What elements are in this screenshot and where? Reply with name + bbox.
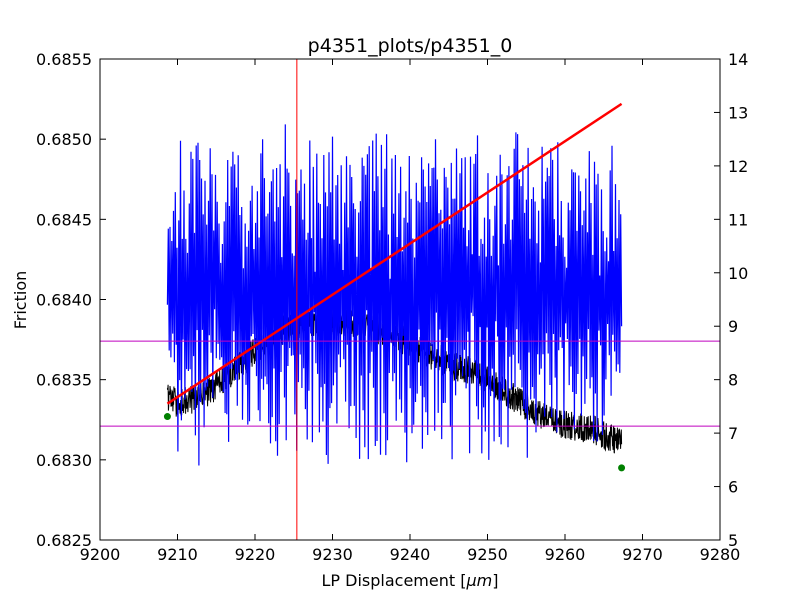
x-axis-label: LP Displacement [μm] [322, 571, 499, 590]
plot-area [100, 59, 720, 540]
x-axis-label-text: LP Displacement [ [322, 571, 467, 590]
y-tick-label: 0.6835 [36, 371, 92, 390]
x-axis-label-unit: μm [465, 571, 492, 590]
x-tick-label: 9270 [622, 545, 663, 564]
axis-ticks: 9200 9210 9220 9230 9240 9250 9260 9270 9280 0.68… [36, 50, 748, 564]
y2-tick-label: 5 [728, 531, 738, 550]
y-axis-label: Friction [11, 271, 30, 330]
x-tick-label: 9220 [235, 545, 276, 564]
y-tick-label: 0.6855 [36, 50, 92, 69]
x-tick-label: 9210 [157, 545, 198, 564]
y-tick-label: 0.6830 [36, 451, 92, 470]
secondary-line [166, 124, 623, 466]
x-tick-label: 9260 [545, 545, 586, 564]
y-tick-label: 0.6850 [36, 130, 92, 149]
y2-tick-label: 6 [728, 478, 738, 497]
y2-tick-label: 8 [728, 371, 738, 390]
y-tick-label: 0.6840 [36, 291, 92, 310]
chart-title: p4351_plots/p4351_0 [308, 35, 513, 57]
x-axis-label-close: ] [492, 571, 498, 590]
fit-line [166, 102, 623, 405]
endpoint-marker [163, 413, 171, 421]
y-tick-label: 0.6825 [36, 531, 92, 550]
endpoint-marker [618, 464, 626, 472]
y2-tick-label: 11 [728, 210, 748, 229]
y-tick-label: 0.6845 [36, 210, 92, 229]
x-tick-label: 9230 [312, 545, 353, 564]
x-tick-label: 9250 [467, 545, 508, 564]
x-tick-label: 9200 [80, 545, 121, 564]
y2-tick-label: 10 [728, 264, 748, 283]
y2-tick-label: 14 [728, 50, 748, 69]
y2-tick-label: 12 [728, 157, 748, 176]
y2-tick-label: 13 [728, 103, 748, 122]
y2-tick-label: 7 [728, 424, 738, 443]
x-tick-label: 9240 [390, 545, 431, 564]
y2-tick-label: 9 [728, 317, 738, 336]
x-tick-label: 9280 [700, 545, 741, 564]
